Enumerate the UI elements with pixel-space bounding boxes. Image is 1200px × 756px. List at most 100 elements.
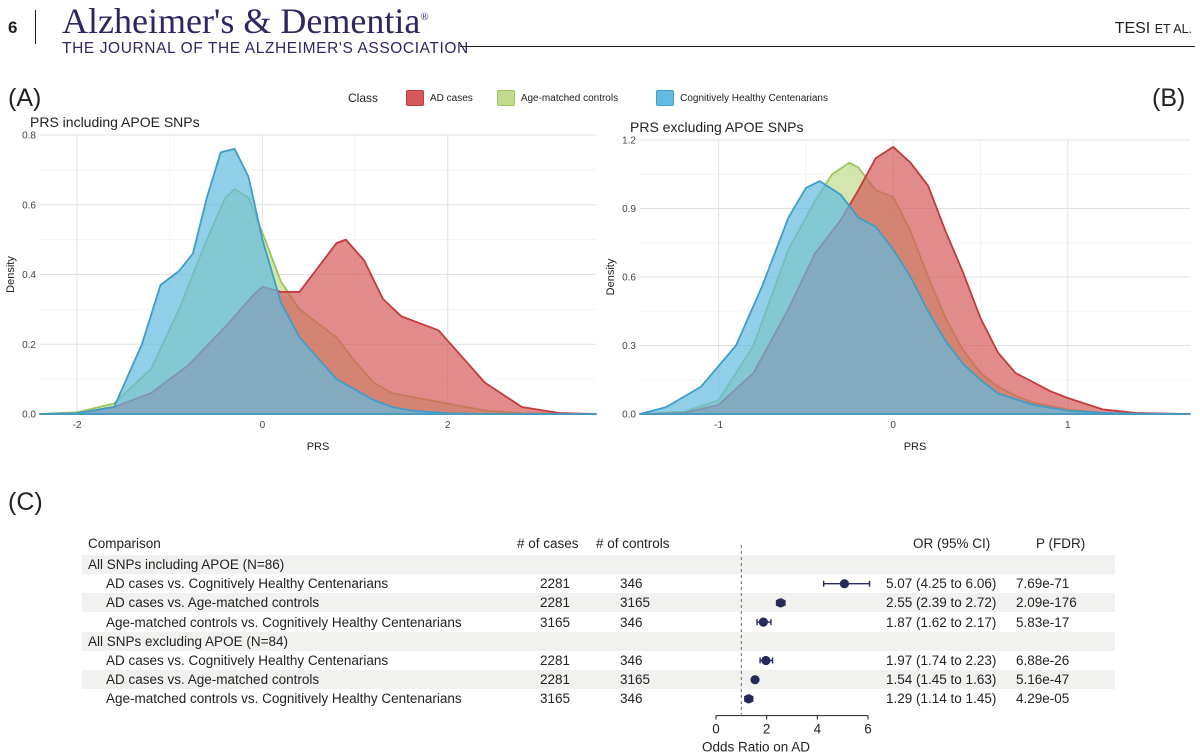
- legend-item-centenarians: Cognitively Healthy Centenarians: [656, 90, 828, 106]
- or-point: [839, 579, 850, 589]
- forest-data-row: AD cases vs. Cognitively Healthy Centena…: [82, 651, 1115, 670]
- y-tick-label: 0.6: [622, 273, 636, 284]
- chart-title: PRS including APOE SNPs: [30, 114, 200, 130]
- p-value: 5.16e-47: [1016, 672, 1070, 688]
- y-tick-label: 0.3: [622, 341, 636, 352]
- forest-plot-table: Comparison # of cases # of controls OR (…: [0, 530, 1200, 756]
- cases-value: 3165: [540, 614, 571, 630]
- cases-value: 2281: [540, 576, 571, 592]
- or-ci-value: 1.29 (1.14 to 1.45): [886, 691, 997, 707]
- p-value: 2.09e-176: [1016, 595, 1077, 611]
- col-header-p: P (FDR): [1036, 536, 1086, 551]
- density-area-cognitively-healthy-centenarians: [639, 180, 1191, 415]
- y-tick-label: 0.0: [622, 410, 636, 421]
- forest-x-axis-label: Odds Ratio on AD: [702, 740, 810, 755]
- p-value: 5.83e-17: [1016, 614, 1070, 630]
- or-ci-value: 5.07 (4.25 to 6.06): [886, 576, 997, 592]
- legend-item-ad-cases: AD cases: [406, 90, 473, 106]
- legend-label-age-matched-controls: Age-matched controls: [520, 92, 619, 104]
- running-author-etal: ET AL.: [1154, 22, 1192, 36]
- legend-swatch-age-matched-controls: [496, 90, 515, 106]
- chart-title: PRS excluding APOE SNPs: [630, 119, 804, 135]
- forest-data-row: Age-matched controls vs. Cognitively Hea…: [82, 613, 1115, 632]
- page-number: 6: [8, 18, 18, 37]
- journal-subtitle: THE JOURNAL OF THE ALZHEIMER'S ASSOCIATI…: [62, 40, 469, 57]
- or-point: [758, 617, 768, 627]
- p-value: 7.69e-71: [1016, 576, 1070, 592]
- comparison-label: AD cases vs. Cognitively Healthy Centena…: [106, 576, 389, 592]
- forest-data-row: AD cases vs. Cognitively Healthy Centena…: [82, 574, 1115, 593]
- x-tick-label: 2: [763, 722, 771, 737]
- panel-label-c: (C): [8, 488, 43, 516]
- or-ci-value: 1.87 (1.62 to 2.17): [886, 614, 997, 630]
- density-area-cognitively-healthy-centenarians: [39, 148, 597, 415]
- controls-value: 346: [620, 653, 643, 668]
- controls-value: 346: [620, 576, 643, 592]
- legend-title: Class: [348, 91, 379, 105]
- cases-value: 3165: [540, 691, 571, 707]
- cases-value: 2281: [540, 595, 571, 611]
- or-point: [750, 675, 760, 685]
- y-tick-label: 0.4: [22, 270, 36, 281]
- p-value: 6.88e-26: [1016, 653, 1070, 668]
- legend-label-centenarians: Cognitively Healthy Centenarians: [680, 92, 828, 104]
- group-label: All SNPs including APOE (N=86): [88, 557, 285, 572]
- y-tick-label: 0.8: [22, 131, 36, 142]
- forest-group-row: All SNPs excluding APOE (N=84): [82, 631, 1115, 651]
- legend-label-ad-cases: AD cases: [430, 92, 473, 104]
- controls-value: 3165: [620, 672, 651, 688]
- or-ci-value: 2.55 (2.39 to 2.72): [886, 595, 997, 611]
- y-tick-label: 1.2: [622, 136, 636, 147]
- forest-plot: 0 2 4 6 Odds Ratio on AD: [702, 545, 872, 755]
- x-tick-label: -2: [73, 420, 82, 431]
- x-tick-label: 4: [814, 722, 822, 737]
- chart-legend: Class AD cases Age-matched controls Cogn…: [348, 88, 852, 108]
- y-axis-label: Density: [5, 256, 17, 293]
- legend-item-age-matched-controls: Age-matched controls: [496, 90, 619, 106]
- x-axis-label: PRS: [307, 441, 330, 453]
- y-tick-label: 0.9: [622, 204, 636, 215]
- legend-swatch-centenarians: [656, 90, 675, 106]
- x-tick-label: -1: [714, 420, 723, 431]
- forest-group-row: All SNPs including APOE (N=86): [82, 555, 1115, 574]
- journal-title-text: Alzheimer's & Dementia: [62, 1, 421, 41]
- x-tick-label: 0: [260, 420, 266, 431]
- registered-mark: ®: [420, 11, 429, 23]
- controls-value: 3165: [620, 595, 651, 611]
- y-tick-label: 0.2: [22, 340, 36, 351]
- comparison-label: AD cases vs. Cognitively Healthy Centena…: [106, 653, 389, 668]
- panel-label-b: (B): [1152, 84, 1186, 112]
- cases-value: 2281: [540, 672, 571, 688]
- comparison-label: Age-matched controls vs. Cognitively Hea…: [106, 691, 462, 707]
- panel-label-a: (A): [8, 84, 42, 112]
- y-tick-label: 0.0: [22, 410, 36, 421]
- or-point: [744, 694, 754, 704]
- y-axis-label: Density: [605, 258, 617, 295]
- legend-swatch-ad-cases: [406, 90, 425, 106]
- or-point: [761, 655, 771, 666]
- forest-data-row: AD cases vs. Age-matched controls 2281 316…: [82, 593, 1115, 613]
- comparison-label: AD cases vs. Age-matched controls: [106, 595, 320, 611]
- col-header-controls: # of controls: [596, 536, 670, 551]
- x-tick-label: 1: [1065, 420, 1071, 431]
- header-rule: [460, 46, 1195, 47]
- x-tick-label: 6: [864, 722, 872, 737]
- or-point: [776, 598, 786, 608]
- running-author: TESI ET AL.: [1115, 20, 1192, 38]
- header-divider: [35, 10, 36, 44]
- comparison-label: Age-matched controls vs. Cognitively Hea…: [106, 614, 462, 630]
- x-tick-label: 2: [445, 420, 451, 431]
- x-tick-label: 0: [890, 420, 896, 431]
- cases-value: 2281: [540, 653, 571, 668]
- or-ci-value: 1.54 (1.45 to 1.63): [886, 672, 997, 688]
- y-tick-label: 0.6: [22, 200, 36, 211]
- forest-data-row: Age-matched controls vs. Cognitively Hea…: [82, 689, 1115, 708]
- controls-value: 346: [620, 691, 643, 707]
- controls-value: 346: [620, 614, 643, 630]
- x-axis-label: PRS: [904, 441, 927, 453]
- or-ci-value: 1.97 (1.74 to 2.23): [886, 653, 997, 668]
- col-header-cases: # of cases: [517, 536, 579, 551]
